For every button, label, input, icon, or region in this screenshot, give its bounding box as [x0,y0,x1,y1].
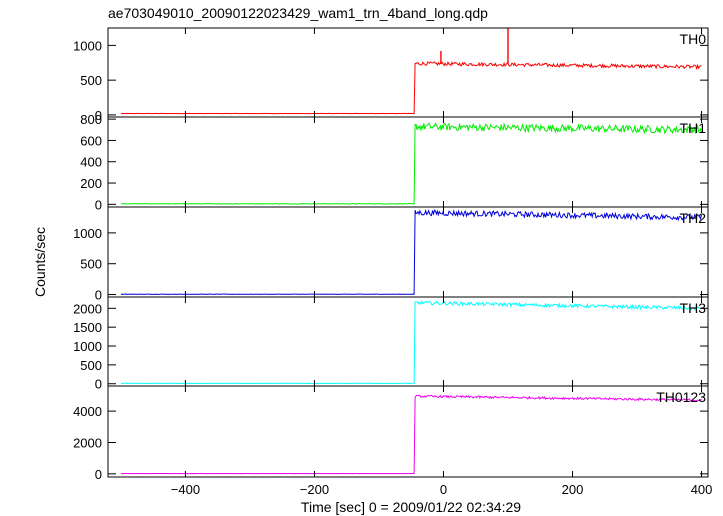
panel-label-th1: TH1 [680,120,707,136]
x-axis-label: Time [sec] 0 = 2009/01/22 02:34:29 [301,499,521,515]
panel-th3: 0 500 1000 1500 2000 TH3 [73,296,709,392]
panel-th2: 0 500 1000 TH2 [73,206,709,303]
x-tick-label: 200 [562,482,584,497]
y-tick-label: 800 [80,112,102,127]
panels-group: 0 500 1000 TH0 0 200 400 600 800 TH1 0 500 1000 TH2 0 5… [73,27,709,482]
series-line-th2 [120,209,702,295]
x-tick-label: 0 [440,482,447,497]
y-tick-label: 0 [95,108,102,123]
y-tick-label: 4000 [73,404,102,419]
y-tick-label: 500 [80,73,102,88]
y-tick-label: 1000 [73,339,102,354]
panel-label-th0123: TH0123 [656,389,706,405]
x-tick-label: −400 [171,482,200,497]
series-line-th0123 [120,394,702,475]
y-tick-label: 0 [95,467,102,482]
y-tick-label: 500 [80,257,102,272]
panel-frame [107,385,709,478]
y-tick-label: 400 [80,155,102,170]
panel-th1: 0 200 400 600 800 TH1 [80,112,709,212]
y-tick-label: 0 [95,197,102,212]
y-tick-label: 2000 [73,301,102,316]
x-axis: −400 −200 0 200 400 [171,482,713,497]
y-tick-label: 200 [80,176,102,191]
y-tick-label: 1000 [73,38,102,53]
panel-frame [107,296,709,387]
y-tick-label: 1000 [73,226,102,241]
panel-th0123: 0 2000 4000 TH0123 [73,385,709,482]
y-tick-label: 600 [80,133,102,148]
panel-label-th3: TH3 [680,300,707,316]
panel-frame [107,27,709,118]
panel-frame [107,116,709,208]
y-tick-label: 2000 [73,435,102,450]
y-tick-label: 0 [95,288,102,303]
panel-th0: 0 500 1000 TH0 [73,27,709,123]
series-line-th3 [120,300,702,385]
y-tick-label: 0 [95,377,102,392]
panel-label-th2: TH2 [680,210,707,226]
panel-frame [107,206,709,298]
chart-title: ae703049010_20090122023429_wam1_trn_4ban… [108,5,488,21]
x-tick-label: 400 [691,482,713,497]
y-tick-label: 1500 [73,320,102,335]
series-line-th1 [120,122,702,205]
y-axis-label: Counts/sec [32,227,48,297]
y-tick-label: 500 [80,358,102,373]
x-tick-label: −200 [300,482,329,497]
panel-label-th0: TH0 [680,31,707,47]
series-line-th0 [120,60,702,115]
